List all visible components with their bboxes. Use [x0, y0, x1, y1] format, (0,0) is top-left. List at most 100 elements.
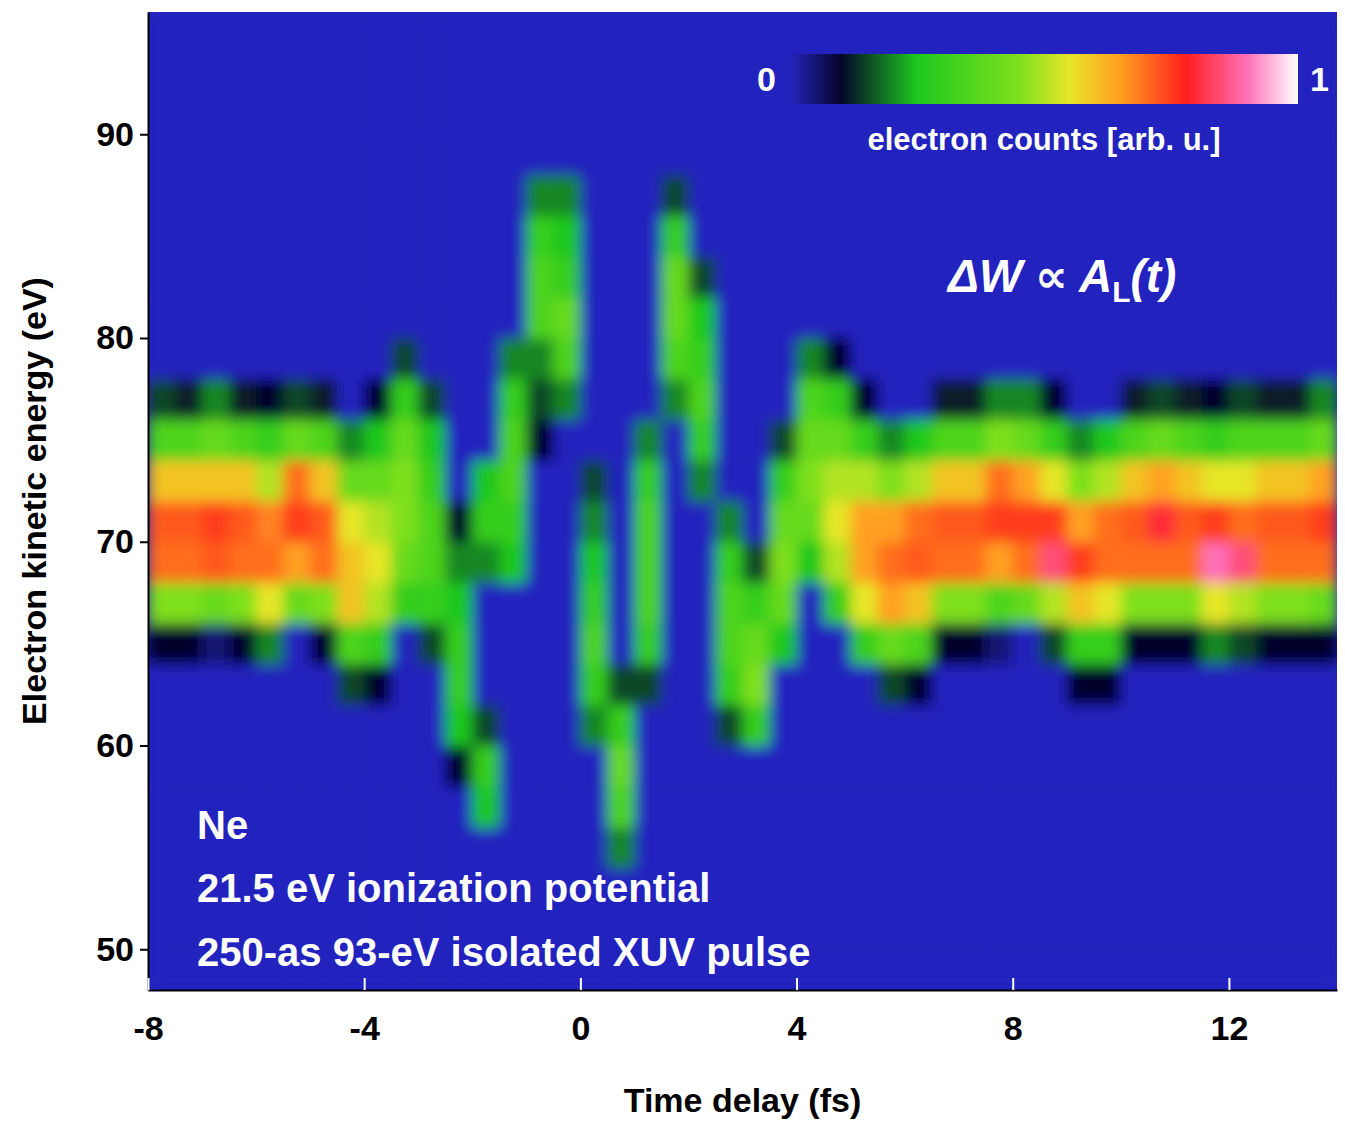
- heatmap-cell: [986, 949, 1014, 990]
- heatmap-cell: [445, 216, 473, 257]
- annotation: Ne: [197, 803, 248, 847]
- y-tick-label: 50: [96, 930, 134, 968]
- x-tick-label: -4: [350, 1009, 380, 1047]
- heatmap-cell: [283, 297, 311, 338]
- heatmap-cell: [148, 216, 176, 257]
- heatmap-cell: [499, 257, 527, 298]
- heatmap-cell: [283, 175, 311, 216]
- heatmap-cell: [932, 338, 960, 379]
- heatmap-cell: [607, 746, 635, 787]
- heatmap-cell: [256, 583, 284, 624]
- heatmap-cell: [1121, 338, 1149, 379]
- heatmap-cell: [202, 134, 230, 175]
- heatmap-cell: [337, 460, 365, 501]
- heatmap-cell: [553, 257, 581, 298]
- heatmap-cell: [1256, 12, 1284, 53]
- heatmap-cell: [1310, 746, 1337, 787]
- heatmap-cell: [391, 583, 419, 624]
- heatmap-cell: [1094, 746, 1122, 787]
- colorbar: [790, 54, 1298, 104]
- heatmap-cell: [391, 623, 419, 664]
- heatmap-cell: [1013, 664, 1041, 705]
- heatmap-cell: [905, 949, 933, 990]
- heatmap-cell: [1148, 460, 1176, 501]
- heatmap-cell: [932, 460, 960, 501]
- heatmap-cell: [824, 705, 852, 746]
- heatmap-cell: [1121, 583, 1149, 624]
- heatmap-cell: [770, 12, 798, 53]
- heatmap-cell: [148, 379, 176, 420]
- heatmap-cell: [553, 786, 581, 827]
- heatmap-cell: [364, 257, 392, 298]
- heatmap-cell: [391, 542, 419, 583]
- heatmap-cell: [1067, 705, 1095, 746]
- heatmap-cell: [364, 501, 392, 542]
- heatmap-cell: [743, 175, 771, 216]
- heatmap-cell: [743, 705, 771, 746]
- heatmap-cell: [1256, 134, 1284, 175]
- heatmap-cell: [229, 583, 257, 624]
- heatmap-cell: [607, 460, 635, 501]
- heatmap-cell: [824, 868, 852, 909]
- heatmap-cell: [391, 297, 419, 338]
- colorbar-tick-label: 1: [1310, 60, 1329, 98]
- heatmap-cell: [1202, 338, 1230, 379]
- x-tick: 12: [1210, 978, 1248, 1047]
- heatmap-cell: [661, 379, 689, 420]
- heatmap-cell: [607, 338, 635, 379]
- heatmap-cell: [337, 420, 365, 461]
- heatmap-cell: [1148, 542, 1176, 583]
- heatmap-cell: [878, 257, 906, 298]
- heatmap-cell: [283, 501, 311, 542]
- heatmap-cell: [1229, 949, 1257, 990]
- heatmap-cell: [283, 420, 311, 461]
- heatmap-cell: [202, 583, 230, 624]
- heatmap-cell: [1067, 949, 1095, 990]
- heatmap-cell: [1310, 827, 1337, 868]
- heatmap-cell: [1229, 379, 1257, 420]
- heatmap-cell: [148, 542, 176, 583]
- heatmap-cell: [283, 460, 311, 501]
- heatmap-cell: [743, 501, 771, 542]
- heatmap-cell: [445, 583, 473, 624]
- heatmap-cell: [175, 216, 203, 257]
- heatmap-cell: [878, 297, 906, 338]
- heatmap-cell: [445, 420, 473, 461]
- heatmap-cell: [715, 420, 743, 461]
- heatmap-cell: [851, 909, 879, 950]
- heatmap-cell: [337, 542, 365, 583]
- heatmap-cell: [688, 216, 716, 257]
- heatmap-cell: [607, 257, 635, 298]
- heatmap-cell: [1094, 623, 1122, 664]
- heatmap-cell: [959, 175, 987, 216]
- heatmap-cell: [526, 583, 554, 624]
- heatmap-cell: [1283, 379, 1311, 420]
- heatmap-cell: [148, 501, 176, 542]
- heatmap-cell: [661, 257, 689, 298]
- heatmap-cell: [526, 379, 554, 420]
- heatmap-cell: [418, 420, 446, 461]
- heatmap-cell: [878, 786, 906, 827]
- heatmap-cell: [364, 705, 392, 746]
- heatmap-cell: [661, 501, 689, 542]
- heatmap-cell: [202, 379, 230, 420]
- heatmap-cell: [715, 623, 743, 664]
- heatmap-cell: [688, 134, 716, 175]
- heatmap-cell: [661, 827, 689, 868]
- heatmap-cell: [824, 175, 852, 216]
- heatmap-cell: [905, 501, 933, 542]
- heatmap-cell: [256, 746, 284, 787]
- heatmap-cell: [1013, 420, 1041, 461]
- heatmap-cell: [229, 94, 257, 135]
- heatmap-cell: [1094, 868, 1122, 909]
- y-tick: 60: [96, 726, 148, 764]
- heatmap-cell: [715, 542, 743, 583]
- heatmap-cell: [337, 827, 365, 868]
- heatmap-cell: [1148, 949, 1176, 990]
- heatmap-cell: [1310, 338, 1337, 379]
- heatmap-cell: [310, 420, 338, 461]
- heatmap-cell: [1283, 134, 1311, 175]
- heatmap-cell: [1040, 623, 1068, 664]
- heatmap-cell: [472, 583, 500, 624]
- heatmap-cell: [661, 53, 689, 94]
